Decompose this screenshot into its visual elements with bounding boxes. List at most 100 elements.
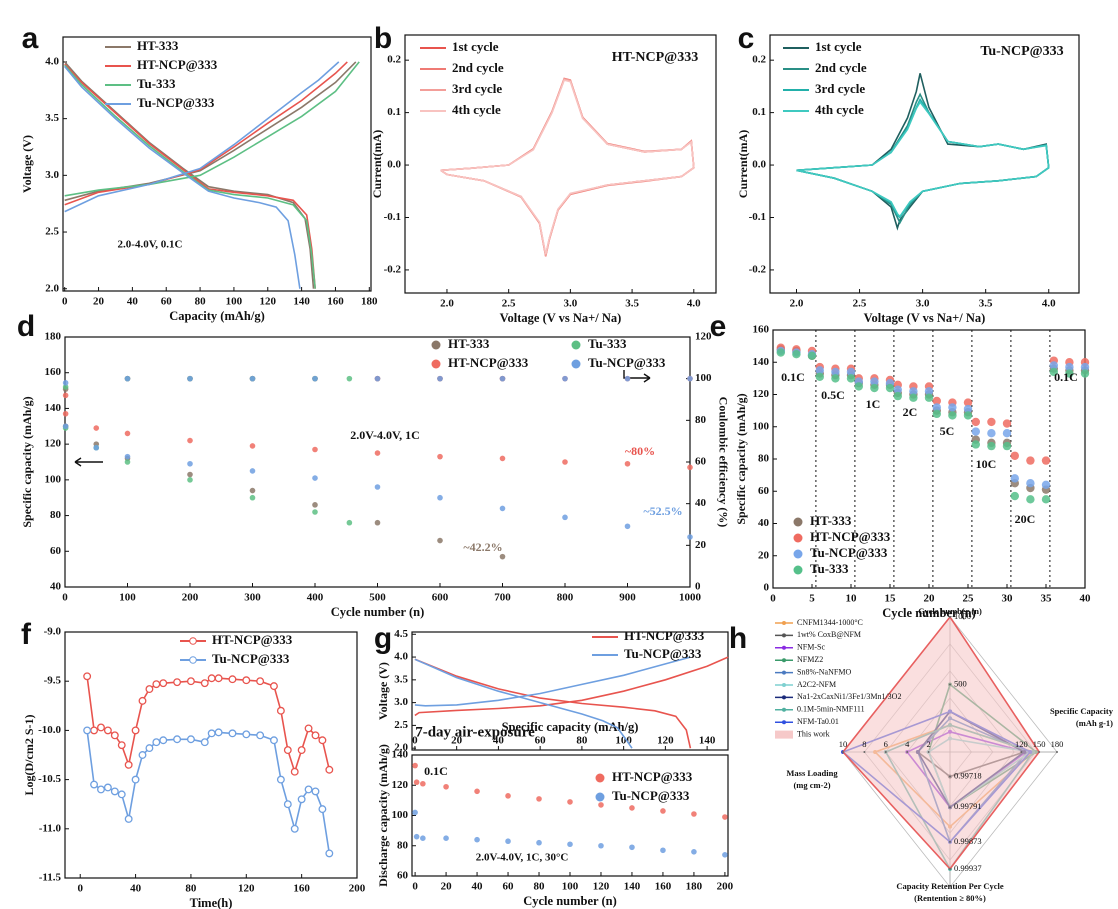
series-line [440,79,695,255]
point [138,696,147,705]
radar-tick [1056,751,1058,753]
legend-label: Sn8%-NaNFMO [797,667,851,676]
point [722,814,728,820]
x-tick-label: 20 [93,296,105,308]
point [963,411,973,420]
point [346,519,353,526]
annotation: ~52.5% [643,504,682,518]
legend-swatch [595,773,605,783]
y-tick-label: 80 [50,509,62,521]
point [885,383,895,393]
point [138,751,147,759]
point [413,779,420,786]
legend-marker [782,695,786,700]
legend-label: Tu-333 [137,76,176,91]
y-tick-label: 120 [45,438,62,450]
point [374,484,381,490]
legend-swatch [793,565,803,575]
legend-label: Tu-333 [810,561,849,576]
point [62,392,69,399]
x-tick-label: 0 [62,296,68,308]
point [1049,367,1059,377]
legend-swatch [793,533,803,543]
point [304,785,313,794]
radar-tick [949,683,951,686]
radar-tick [949,806,951,809]
point [1041,480,1051,489]
panel-letter: c [738,22,755,55]
y-tick-label: 40 [50,581,62,593]
point [1026,478,1035,488]
legend-swatch [775,730,793,739]
x-tick-label: 3.5 [625,298,639,310]
y2-tick-label: 0 [695,581,701,593]
point [932,409,941,419]
y-tick-label: 100 [392,809,409,821]
radar-tick-label: 4 [905,739,910,749]
point [437,453,443,460]
point [187,375,193,382]
series-line [64,61,348,289]
point [1026,495,1035,504]
x-tick-label: 0 [412,735,418,747]
legend-label: NFMZ2 [797,655,823,664]
point [1026,456,1035,465]
point [249,375,256,382]
point [924,393,934,402]
point [159,679,168,688]
series-line [796,73,1050,231]
panel-letter: e [710,310,727,343]
legend-label: HT-333 [810,513,852,528]
x-tick-label: 25 [963,593,975,605]
point [831,367,840,377]
point [691,811,697,817]
x-tick-label: 140 [699,735,716,747]
x-tick-label: 0 [62,592,68,604]
radar-tick-label: 0.99791 [954,801,982,811]
point [831,374,840,383]
radar-tick [927,751,930,753]
plot-frame [404,34,717,294]
point [776,348,785,357]
y-tick-label: 140 [392,749,409,761]
x-tick-label: 0 [770,593,776,605]
radar-axis-label: (mg cm-2) [793,780,830,790]
point [815,366,824,375]
y-tick-label: -11.5 [39,872,62,884]
y-tick-label: 3.0 [394,696,408,708]
radar-tick [949,840,951,843]
y-tick-label: 0 [764,582,770,594]
point [276,706,285,715]
panel-letter: a [22,22,39,55]
y-tick-label: 80 [758,453,770,465]
x-tick-label: 200 [182,592,199,604]
point [1010,491,1019,501]
legend-marker [782,683,786,687]
radar-tick [1038,751,1041,753]
y-tick-label: 0.0 [752,159,766,171]
annotation: ~80% [625,444,655,458]
y-tick-label: 140 [753,356,770,368]
x-tick-label: 160 [293,883,310,895]
radar-axis-label: Capacity Retention Per Cycle [896,881,1003,891]
point [249,468,256,474]
legend-marker [782,658,786,663]
point [186,677,195,686]
x-tick-label: 120 [238,883,255,895]
legend-label: 1st cycle [452,39,499,54]
point [124,453,131,460]
x-tick-label: 40 [127,296,139,308]
annotation: 0.5C [821,388,845,402]
legend-label: 1wt% CoxB@NFM [797,630,861,639]
x-tick-label: 30 [1002,593,1014,605]
point [62,380,69,386]
point [1002,441,1012,451]
point [283,746,292,755]
x-axis-label: Cycle number (n) [523,894,617,908]
panel-title: HT-NCP@333 [612,50,698,65]
x-tick-label: 40 [130,883,142,895]
legend-label: 3rd cycle [452,81,502,96]
legend-label: Tu-NCP@333 [624,646,702,661]
legend-label: Tu-NCP@333 [588,355,666,370]
x-tick-label: 15 [885,593,897,605]
